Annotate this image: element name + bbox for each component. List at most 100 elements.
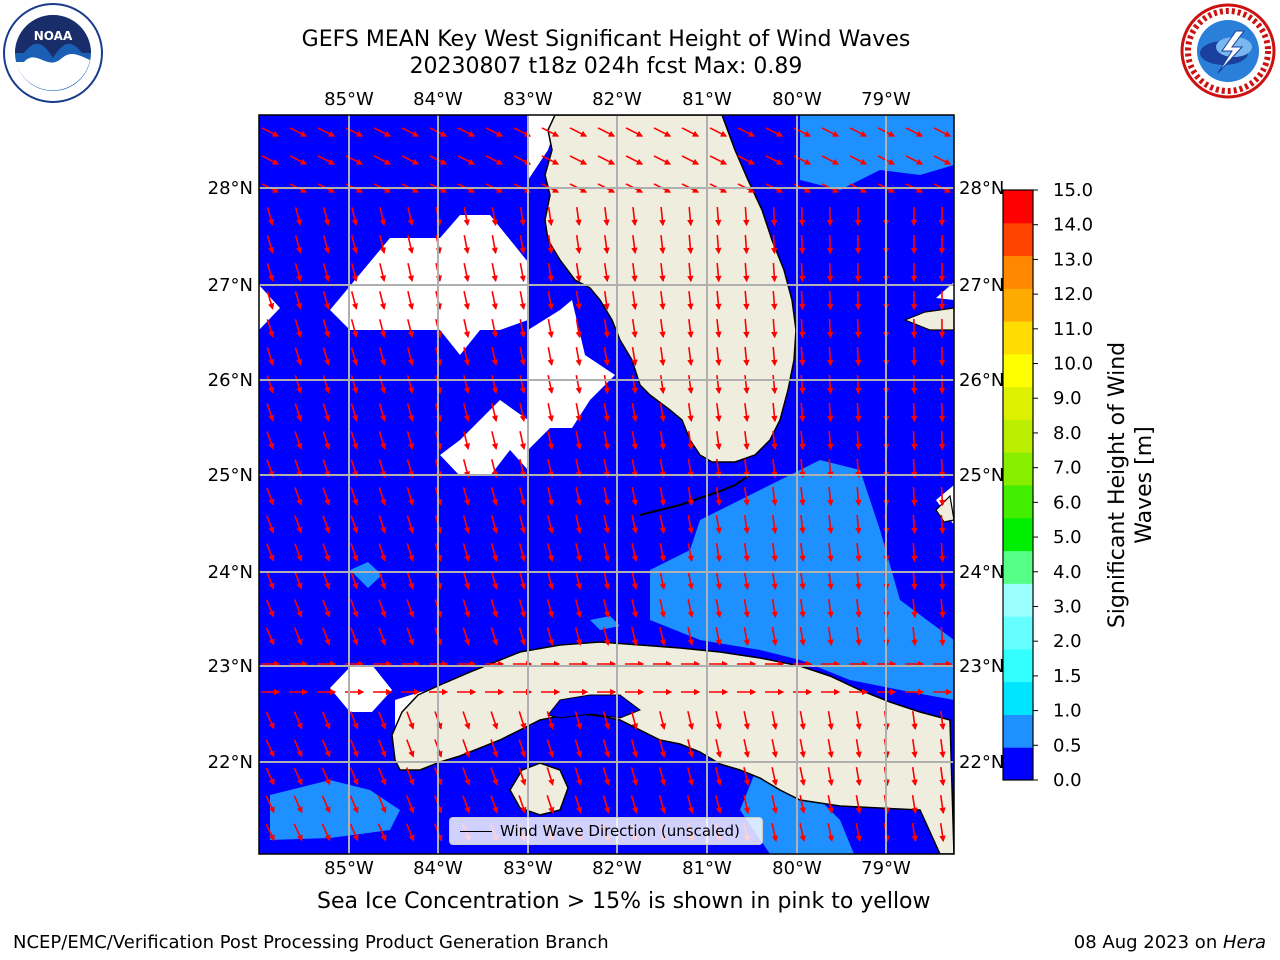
- wave-direction-arrow: [799, 823, 806, 843]
- wave-direction-arrow: [743, 626, 750, 647]
- wave-direction-arrow: [322, 403, 331, 422]
- lon-label-bottom: 84°W: [413, 858, 463, 879]
- wave-direction-arrow: [293, 627, 303, 646]
- wave-direction-arrow: [350, 291, 359, 310]
- lon-labels-top: 85°W 84°W 83°W 82°W 81°W 80°W 79°W: [324, 89, 911, 110]
- wave-direction-arrow: [378, 599, 387, 618]
- wave-direction-arrow: [771, 402, 778, 423]
- wave-direction-arrow: [653, 127, 672, 137]
- wave-direction-arrow: [463, 403, 471, 422]
- wave-direction-arrow: [322, 487, 331, 506]
- colorbar-segment: [1003, 222, 1033, 257]
- wave-direction-arrow: [519, 487, 527, 506]
- wave-direction-arrow: [405, 767, 415, 786]
- wave-direction-arrow: [905, 155, 924, 165]
- wave-direction-arrow: [659, 291, 666, 311]
- lon-label-top: 80°W: [772, 89, 822, 110]
- wave-direction-arrow: [855, 766, 862, 787]
- wave-direction-arrow: [798, 206, 806, 227]
- wave-direction-arrow: [603, 374, 610, 395]
- wave-direction-arrow: [463, 375, 471, 395]
- wave-direction-arrow: [266, 487, 275, 506]
- wave-direction-arrow: [771, 318, 778, 339]
- wave-direction-arrow: [715, 290, 722, 311]
- wave-direction-arrow: [743, 262, 750, 283]
- colorbar-tick-label: 9.0: [1053, 388, 1082, 409]
- wave-direction-arrow: [462, 627, 471, 646]
- wave-direction-arrow: [575, 346, 582, 367]
- wave-direction-arrow: [681, 155, 700, 165]
- wave-direction-arrow: [602, 767, 611, 786]
- noaa-logo-text: NOAA: [34, 29, 73, 43]
- wave-direction-arrow: [547, 318, 554, 339]
- colorbar-segment: [1003, 583, 1033, 617]
- wave-direction-arrow: [378, 347, 387, 366]
- wave-direction-arrow: [827, 795, 834, 815]
- wave-direction-arrow: [322, 515, 331, 534]
- wave-direction-arrow: [463, 207, 470, 227]
- wave-direction-arrow: [771, 795, 778, 815]
- lat-label-right: 25°N: [959, 465, 1004, 486]
- wave-direction-arrow: [518, 599, 527, 618]
- wave-direction-arrow: [659, 263, 666, 283]
- wave-direction-arrow: [715, 599, 722, 619]
- wave-direction-arrow: [575, 543, 583, 563]
- wave-direction-arrow: [855, 543, 862, 563]
- wave-direction-arrow: [827, 374, 834, 395]
- wave-direction-arrow: [743, 767, 750, 787]
- wave-direction-arrow: [574, 711, 583, 730]
- colorbar-segment: [1003, 452, 1033, 486]
- wave-direction-arrow: [603, 627, 611, 646]
- wave-direction-arrow: [911, 822, 918, 843]
- wave-direction-arrow: [603, 234, 610, 255]
- wave-direction-arrow: [743, 206, 750, 227]
- wave-direction-arrow: [743, 375, 750, 395]
- wave-direction-arrow: [317, 155, 336, 165]
- wave-direction-arrow: [261, 127, 280, 137]
- wave-direction-arrow: [939, 626, 946, 647]
- wave-direction-arrow: [491, 375, 498, 395]
- wave-direction-arrow: [491, 263, 498, 283]
- wave-direction-arrow: [743, 431, 750, 451]
- wave-direction-arrow: [659, 543, 666, 563]
- wave-direction-arrow: [379, 291, 387, 310]
- wave-direction-arrow: [821, 155, 840, 165]
- wave-direction-arrow: [490, 711, 499, 730]
- lon-label-bottom: 85°W: [324, 858, 374, 879]
- wave-direction-arrow: [462, 543, 471, 562]
- wave-direction-arrow: [575, 459, 582, 479]
- wave-direction-arrow: [378, 571, 387, 590]
- colorbar-tick-label: 0.5: [1053, 735, 1082, 756]
- wave-direction-arrow: [771, 542, 778, 563]
- wave-direction-arrow: [519, 291, 526, 311]
- credit-branch: NCEP/EMC/Verification Post Processing Pr…: [13, 932, 609, 953]
- wave-direction-arrow: [485, 155, 504, 165]
- colorbar-tick-label: 5.0: [1053, 527, 1082, 548]
- chart-title: GEFS MEAN Key West Significant Height of…: [301, 27, 911, 52]
- wave-direction-arrow: [659, 206, 666, 227]
- wave-direction-arrow: [827, 767, 834, 787]
- wave-direction-arrow: [547, 459, 554, 479]
- wave-direction-arrow: [350, 543, 359, 562]
- wave-direction-arrow: [715, 570, 722, 591]
- wave-direction-arrow: [350, 319, 359, 338]
- wave-direction-arrow: [799, 402, 806, 423]
- wave-direction-arrow: [463, 347, 470, 367]
- lat-labels-left: 28°N 27°N 26°N 25°N 24°N 23°N 22°N: [208, 178, 253, 773]
- wave-direction-arrow: [602, 711, 611, 730]
- wave-direction-arrow: [743, 514, 750, 535]
- wave-direction-arrow: [463, 291, 470, 311]
- wave-direction-arrow: [631, 459, 638, 479]
- wave-direction-arrow: [463, 263, 470, 283]
- wave-direction-arrow: [630, 795, 639, 814]
- wave-direction-arrow: [855, 599, 862, 619]
- wave-direction-arrow: [293, 767, 303, 786]
- wave-direction-arrow: [541, 127, 560, 137]
- wave-direction-arrow: [911, 766, 918, 787]
- wave-direction-arrow: [631, 515, 638, 535]
- wave-direction-arrow: [294, 487, 303, 506]
- wave-direction-arrow: [547, 206, 554, 227]
- wave-direction-arrow: [911, 542, 918, 563]
- wave-direction-arrow: [625, 155, 644, 165]
- wave-direction-arrow: [519, 319, 526, 339]
